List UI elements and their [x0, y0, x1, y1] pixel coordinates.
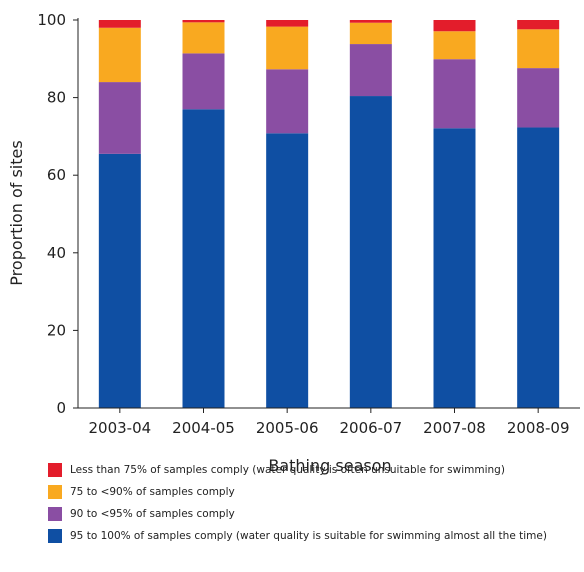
bar-segment-2005-06-series-1	[266, 69, 309, 134]
y-tick-label: 80	[47, 89, 66, 107]
legend-item: 75 to <90% of samples comply	[48, 482, 578, 502]
bar-segment-2007-08-series-1	[433, 59, 476, 129]
x-tick-label: 2008-09	[507, 419, 570, 437]
legend-item: 90 to <95% of samples comply	[48, 504, 578, 524]
y-tick-label: 20	[47, 321, 66, 339]
bar-segment-2008-09-series-1	[517, 68, 560, 128]
bar-segment-2006-07-series-2	[349, 22, 392, 45]
x-tick-label: 2005-06	[256, 419, 319, 437]
bar-segment-2003-04-series-3	[98, 20, 141, 28]
bar-segment-2008-09-series-0	[517, 127, 560, 408]
bar-segment-2004-05-series-3	[182, 20, 225, 23]
y-tick-label: 60	[47, 166, 66, 184]
axes-group: 2003-04 2004-05 2005-06 2006-07 2007-08 2008-…	[37, 11, 580, 437]
bar-segment-2003-04-series-2	[98, 27, 141, 83]
x-tick-label: 2007-08	[423, 419, 486, 437]
bar-segment-2003-04-series-1	[98, 82, 141, 154]
legend-label: 95 to 100% of samples comply (water qual…	[70, 530, 547, 542]
bar-segment-2007-08-series-3	[433, 20, 476, 32]
stacked-bar-chart: 2003-04 2004-05 2005-06 2006-07 2007-08 2008-…	[7, 11, 580, 475]
bar-segment-2004-05-series-0	[182, 109, 225, 409]
bar-segment-2005-06-series-2	[266, 26, 309, 70]
y-tick-label: 0	[56, 399, 66, 417]
bar-segment-2006-07-series-0	[349, 96, 392, 409]
bar-segment-2007-08-series-2	[433, 31, 476, 60]
legend-item: 95 to 100% of samples comply (water qual…	[48, 526, 578, 546]
bar-segment-2008-09-series-2	[517, 29, 560, 69]
legend-swatch	[48, 485, 62, 499]
legend-item: Less than 75% of samples comply (water q…	[48, 460, 578, 480]
legend-label: 90 to <95% of samples comply	[70, 508, 235, 520]
x-axis-title: Bathing season	[268, 456, 391, 475]
legend-label: 75 to <90% of samples comply	[70, 486, 235, 498]
legend-swatch	[48, 529, 62, 543]
bar-segment-2007-08-series-0	[433, 128, 476, 408]
legend-swatch	[48, 507, 62, 521]
x-tick-label: 2006-07	[339, 419, 402, 437]
x-tick-label: 2003-04	[88, 419, 151, 437]
y-tick-label: 100	[37, 11, 66, 29]
bar-segment-2005-06-series-3	[266, 20, 309, 27]
bar-segment-2004-05-series-2	[182, 22, 225, 54]
bar-segment-2004-05-series-1	[182, 53, 225, 110]
bar-segment-2005-06-series-0	[266, 133, 309, 409]
bar-segment-2006-07-series-1	[349, 44, 392, 97]
bars-group	[98, 20, 560, 409]
bar-segment-2006-07-series-3	[349, 20, 392, 23]
legend-swatch	[48, 463, 62, 477]
y-axis-title: Proportion of sites	[7, 140, 26, 285]
x-tick-label: 2004-05	[172, 419, 235, 437]
bar-segment-2008-09-series-3	[517, 20, 560, 30]
legend-label: Less than 75% of samples comply (water q…	[70, 464, 505, 476]
legend: Less than 75% of samples comply (water q…	[48, 460, 578, 548]
y-tick-label: 40	[47, 244, 66, 262]
bar-segment-2003-04-series-0	[98, 153, 141, 408]
chart: 2003-04 2004-05 2005-06 2006-07 2007-08 2008-…	[7, 11, 580, 475]
